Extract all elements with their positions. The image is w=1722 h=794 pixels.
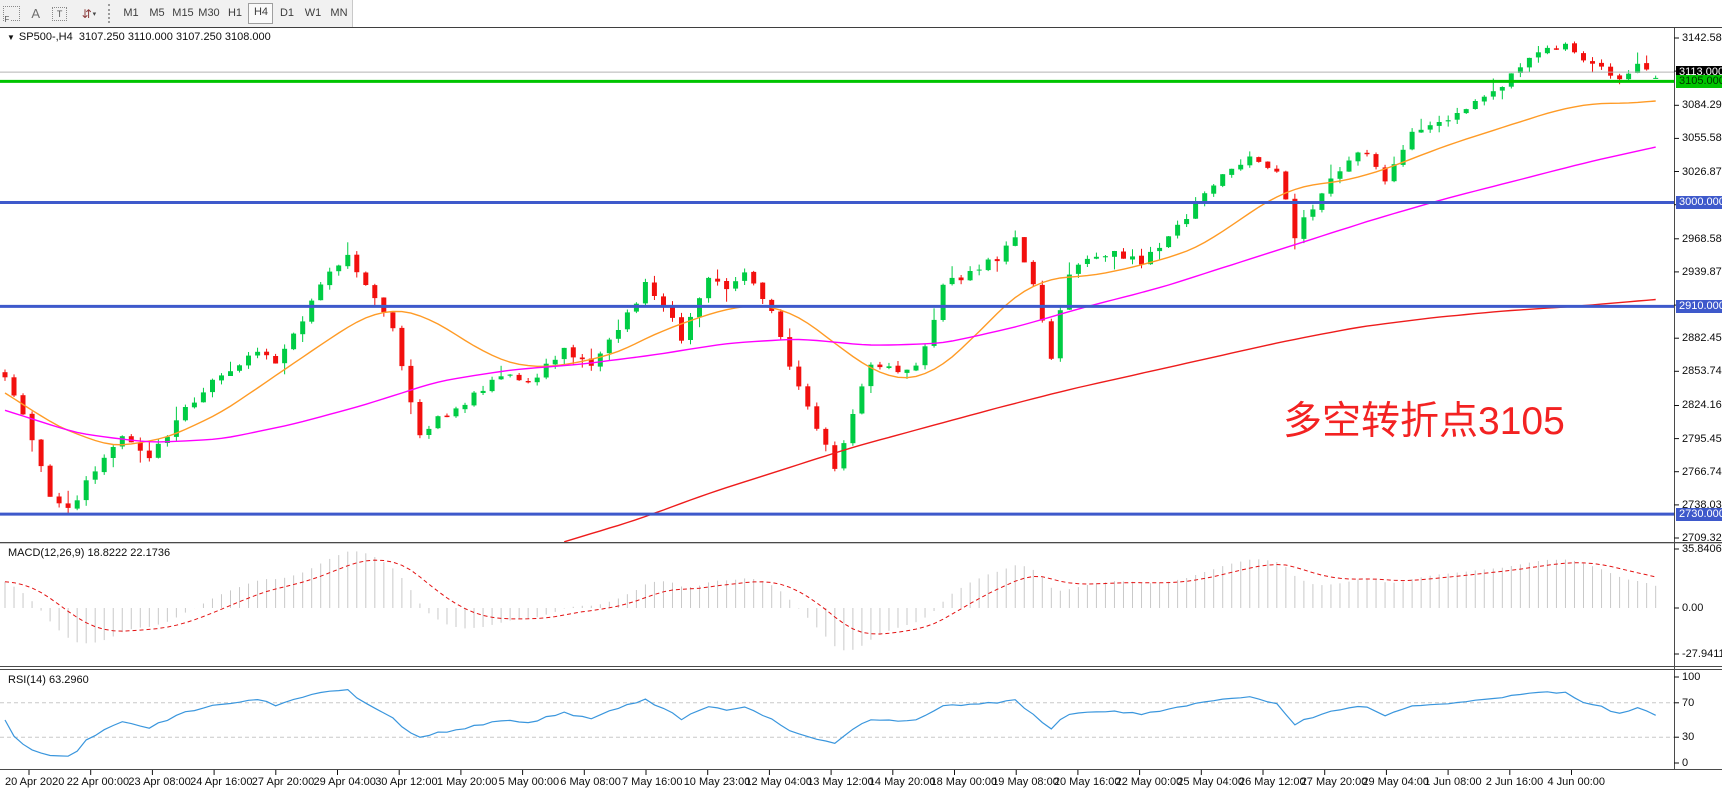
timeframe-toolbar: M1 M5 M15 M30 H1 H4 D1 W1 MN bbox=[118, 3, 352, 24]
timeframe-button-M30[interactable]: M30 bbox=[198, 7, 220, 19]
toolbar-panel: F A T ⇵ ▾ M1 M5 M15 M30 H1 H4 D1 W1 MN bbox=[0, 0, 353, 27]
price-axis-label: 3055.580 bbox=[1682, 132, 1722, 145]
time-axis-label: 7 May 16:00 bbox=[622, 776, 683, 788]
rsi-axis-label: 30 bbox=[1682, 731, 1695, 744]
time-axis-label: 5 May 00:00 bbox=[498, 776, 560, 788]
chevron-down-icon[interactable]: ▾ bbox=[92, 10, 97, 18]
chart-header: ▼ SP500-,H4 3107.250 3110.000 3107.250 31… bbox=[7, 31, 271, 43]
time-axis-label: 4 Jun 00:00 bbox=[1547, 776, 1606, 788]
rsi-axis-label: 0 bbox=[1682, 757, 1689, 769]
time-axis-label: 6 May 08:00 bbox=[560, 776, 621, 788]
time-axis-label: 25 May 04:00 bbox=[1177, 776, 1244, 788]
price-axis-label: 3084.290 bbox=[1682, 99, 1722, 112]
ohlc-high: 3110.000 bbox=[127, 31, 173, 43]
time-axis-label: 29 May 04:00 bbox=[1362, 776, 1430, 788]
time-axis-label: 10 May 23:00 bbox=[683, 776, 751, 788]
time-axis-label: 20 May 16:00 bbox=[1053, 776, 1121, 788]
toolbar-grip[interactable] bbox=[108, 4, 114, 23]
rsi-pane bbox=[0, 688, 1674, 757]
price-axis-label: 2968.580 bbox=[1682, 232, 1722, 245]
price-axis-label: 2882.450 bbox=[1682, 332, 1722, 345]
price-axis-label: 2766.740 bbox=[1682, 465, 1722, 478]
timeframe-button-W1[interactable]: W1 bbox=[304, 7, 322, 19]
ma-overlays bbox=[4, 100, 1656, 542]
timeframe-button-M15[interactable]: M15 bbox=[172, 7, 194, 19]
toolbar: F A T ⇵ ▾ M1 M5 M15 M30 H1 H4 D1 W1 MN bbox=[0, 0, 1722, 27]
arrows-tool-button[interactable]: ⇵ ▾ bbox=[71, 3, 106, 24]
time-axis-label: 27 Apr 20:00 bbox=[251, 776, 315, 788]
time-axis-label: 22 May 00:00 bbox=[1115, 776, 1183, 788]
time-axis-label: 26 May 12:00 bbox=[1239, 776, 1306, 788]
price-axis-label: 3142.580 bbox=[1682, 32, 1722, 44]
text-label-tool-icon: T bbox=[52, 6, 68, 21]
timeframe-button-D1[interactable]: D1 bbox=[279, 7, 295, 19]
time-axis-label: 24 Apr 16:00 bbox=[190, 776, 253, 788]
price-axis-label: 2795.450 bbox=[1682, 432, 1722, 445]
arrows-tool-icon: ⇵ bbox=[81, 6, 92, 21]
symbol-label: SP500-,H4 bbox=[18, 31, 73, 43]
ohlc-low: 3107.250 bbox=[175, 31, 222, 43]
time-axis-label: 20 Apr 2020 bbox=[5, 776, 65, 788]
macd-axis-label: -27.9411 bbox=[1682, 648, 1722, 660]
time-axis-label: 1 May 20:00 bbox=[436, 776, 498, 788]
time-axis-label: 14 May 20:00 bbox=[868, 776, 936, 788]
price-axis-label: 2824.160 bbox=[1682, 399, 1722, 412]
price-tag-3105: 3105.000 bbox=[1676, 74, 1722, 88]
price-tag-2730: 2730.000 bbox=[1676, 507, 1722, 521]
ma-fast-line bbox=[4, 100, 1656, 446]
text-tool-icon: A bbox=[31, 6, 41, 21]
fibo-tool-icon: F bbox=[3, 6, 21, 24]
macd-pane bbox=[4, 551, 1657, 651]
time-axis-label: 12 May 04:00 bbox=[745, 776, 813, 788]
fibo-tool-button[interactable]: F bbox=[0, 3, 24, 24]
price-axis-label: 2709.320 bbox=[1682, 532, 1722, 544]
ohlc-close: 3108.000 bbox=[224, 31, 271, 43]
time-axis-label: 13 May 12:00 bbox=[807, 776, 874, 788]
price-axis-label: 2939.870 bbox=[1682, 265, 1722, 278]
timeframe-button-H1[interactable]: H1 bbox=[227, 7, 243, 19]
timeframe-button-MN[interactable]: MN bbox=[330, 7, 348, 19]
rsi-line bbox=[4, 688, 1656, 757]
time-axis-label: 29 Apr 04:00 bbox=[313, 776, 376, 788]
time-axis-label: 2 Jun 16:00 bbox=[1485, 776, 1544, 788]
ma-mid-line bbox=[4, 146, 1656, 443]
rsi-axis-label: 70 bbox=[1682, 696, 1695, 709]
time-axis-label: 30 Apr 12:00 bbox=[375, 776, 438, 788]
macd-signal-line bbox=[4, 559, 1656, 635]
macd-label: MACD(12,26,9) 18.8222 22.1736 bbox=[8, 547, 171, 559]
rsi-axis-label: 100 bbox=[1682, 671, 1701, 683]
timeframe-button-M1[interactable]: M1 bbox=[123, 7, 139, 19]
price-tag-3000: 3000.000 bbox=[1676, 196, 1722, 210]
macd-axis-label: 0.00 bbox=[1682, 602, 1704, 614]
price-axis-label: 2853.740 bbox=[1682, 365, 1722, 378]
macd-axis-label: 35.8406 bbox=[1682, 543, 1722, 555]
chart-menu-icon[interactable]: ▼ bbox=[7, 33, 15, 42]
text-tool-button[interactable]: A bbox=[24, 3, 48, 24]
time-axis-label: 18 May 00:00 bbox=[930, 776, 998, 788]
text-label-tool-button[interactable]: T bbox=[48, 3, 72, 24]
time-axis-label: 27 May 20:00 bbox=[1300, 776, 1368, 788]
time-axis-label: 23 Apr 08:00 bbox=[128, 776, 191, 788]
timeframe-button-M5[interactable]: M5 bbox=[149, 7, 165, 19]
price-axis-label: 3026.870 bbox=[1682, 165, 1722, 178]
rsi-label: RSI(14) 63.2960 bbox=[8, 674, 89, 686]
timeframe-button-H4[interactable]: H4 bbox=[248, 3, 274, 24]
time-axis-label: 19 May 08:00 bbox=[992, 776, 1059, 788]
ohlc-open: 3107.250 bbox=[78, 31, 125, 43]
price-tag-2910: 2910.000 bbox=[1676, 299, 1722, 313]
time-axis-label: 22 Apr 00:00 bbox=[66, 776, 130, 788]
ma-slow-line bbox=[564, 298, 1656, 542]
time-axis-label: 1 Jun 08:00 bbox=[1424, 776, 1482, 788]
chart-annotation-text: 多空转折点3105 bbox=[1283, 400, 1565, 443]
